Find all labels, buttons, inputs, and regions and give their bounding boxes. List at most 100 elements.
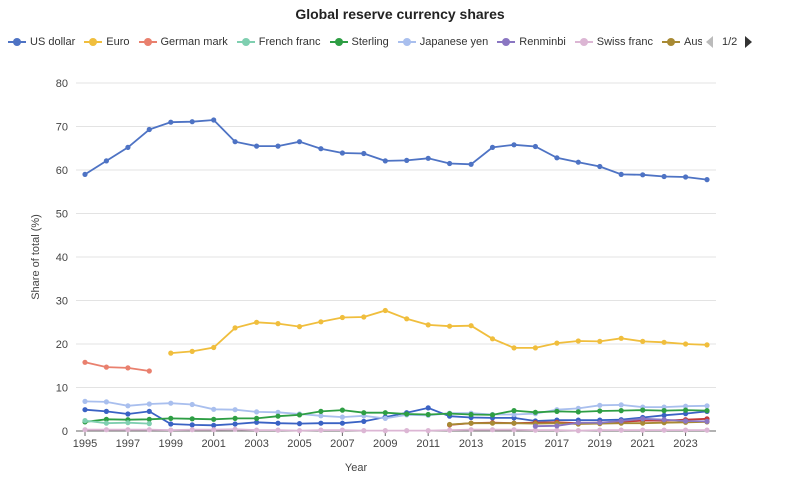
data-point-sterling	[554, 408, 560, 414]
legend-page-indicator: 1/2	[722, 36, 738, 48]
data-point-us-dollar	[683, 174, 689, 180]
data-point-swiss-franc	[597, 427, 603, 433]
data-point-swiss-franc	[339, 427, 345, 433]
legend-item-french-franc[interactable]: French franc	[236, 36, 321, 48]
data-point-renminbi	[661, 417, 667, 423]
data-point-sterling	[296, 412, 303, 418]
data-point-swiss-franc	[361, 428, 367, 434]
legend-swatch-icon	[236, 37, 255, 47]
data-point-renminbi	[683, 418, 689, 424]
legend-label: Euro	[106, 36, 130, 48]
series-line-german-mark	[84, 361, 150, 372]
data-point-swiss-franc	[146, 427, 152, 433]
legend: US dollar Euro German mark French franc Ster…	[8, 33, 702, 51]
x-tick-label: 2017	[545, 438, 569, 450]
legend-item-euro[interactable]: Euro	[84, 36, 130, 48]
legend-next-page-icon[interactable]	[745, 36, 753, 48]
x-tick-label: 2023	[673, 438, 697, 450]
series-renminbi	[532, 416, 710, 429]
data-point-us-dollar	[296, 139, 303, 145]
data-point-euro	[211, 344, 217, 351]
data-point-sterling	[382, 410, 388, 416]
data-point-japanese-yen	[232, 407, 238, 413]
data-point-euro	[339, 314, 345, 321]
data-point-other-currencies	[125, 411, 131, 417]
legend-item-german-mark[interactable]: German mark	[138, 36, 228, 48]
data-point-sterling	[146, 416, 152, 422]
data-point-swiss-franc	[489, 427, 496, 433]
chart-title: Global reserve currency shares	[295, 6, 505, 22]
data-point-french-franc	[146, 421, 152, 427]
data-point-sterling	[640, 407, 646, 413]
data-point-sterling	[254, 415, 260, 421]
data-point-australian-dollar	[489, 420, 496, 426]
data-point-japanese-yen	[82, 398, 88, 404]
series-line-other-currencies	[84, 406, 708, 427]
data-point-swiss-franc	[404, 428, 410, 434]
data-point-german-mark	[103, 364, 109, 370]
data-point-sterling	[232, 415, 238, 421]
legend-item-australian-dollar[interactable]: Australian dollar	[662, 36, 702, 48]
data-point-swiss-franc	[704, 427, 710, 433]
data-point-us-dollar	[146, 126, 152, 133]
data-point-us-dollar	[254, 143, 260, 149]
data-point-other-currencies	[296, 421, 303, 427]
legend-clip: US dollar Euro German mark French franc Ster…	[8, 33, 702, 51]
legend-label: Australian dollar	[684, 36, 702, 48]
data-point-swiss-franc	[532, 427, 539, 433]
data-point-other-currencies	[425, 405, 431, 411]
legend-item-sterling[interactable]: Sterling	[329, 36, 389, 48]
data-point-us-dollar	[489, 144, 496, 150]
data-point-us-dollar	[575, 159, 581, 165]
data-point-sterling	[361, 410, 367, 416]
data-point-us-dollar	[704, 177, 710, 183]
data-point-french-franc	[103, 420, 109, 426]
data-point-sterling	[597, 408, 603, 414]
data-point-euro	[511, 345, 517, 351]
legend-swatch-icon	[397, 37, 416, 47]
legend-prev-page-icon[interactable]	[706, 36, 713, 48]
legend-swatch-icon	[662, 37, 681, 47]
data-point-japanese-yen	[146, 401, 152, 407]
legend-label: Swiss franc	[596, 36, 654, 48]
data-point-other-currencies	[168, 421, 174, 427]
data-point-euro	[554, 340, 560, 346]
data-point-us-dollar	[103, 158, 109, 164]
x-tick-label: 2011	[416, 438, 440, 450]
y-tick-label: 30	[56, 296, 68, 308]
data-point-japanese-yen	[189, 401, 195, 408]
x-tick-label: 2009	[373, 438, 397, 450]
data-point-euro	[361, 314, 367, 320]
data-point-other-currencies	[82, 407, 88, 413]
y-tick-label: 80	[56, 78, 68, 90]
legend-item-renminbi[interactable]: Renminbi	[497, 36, 566, 48]
data-point-japanese-yen	[168, 400, 174, 406]
data-point-us-dollar	[554, 155, 560, 161]
data-point-japanese-yen	[275, 409, 281, 415]
data-point-renminbi	[618, 418, 624, 424]
legend-label: US dollar	[30, 36, 76, 48]
legend-item-us-dollar[interactable]: US dollar	[8, 36, 75, 48]
data-point-euro	[404, 316, 410, 322]
data-point-swiss-franc	[640, 427, 646, 433]
x-tick-label: 1995	[73, 438, 97, 450]
legend-item-swiss-franc[interactable]: Swiss franc	[574, 36, 654, 48]
data-point-swiss-franc	[168, 427, 174, 433]
data-point-euro	[532, 345, 539, 351]
y-tick-label: 20	[56, 339, 68, 351]
data-point-sterling	[275, 413, 281, 419]
data-point-other-currencies	[232, 421, 238, 427]
data-point-japanese-yen	[511, 411, 517, 418]
data-point-us-dollar	[404, 157, 410, 163]
data-point-sterling	[103, 416, 109, 422]
data-point-swiss-franc	[683, 427, 689, 433]
data-point-us-dollar	[275, 143, 281, 149]
data-point-sterling	[704, 408, 710, 414]
legend-swatch-icon	[574, 37, 593, 47]
y-tick-label: 40	[56, 252, 68, 264]
data-point-other-currencies	[275, 420, 281, 426]
legend-item-japanese-yen[interactable]: Japanese yen	[397, 36, 488, 48]
legend-label: French franc	[258, 36, 321, 48]
data-point-swiss-franc	[254, 427, 260, 433]
data-point-sterling	[211, 416, 217, 422]
